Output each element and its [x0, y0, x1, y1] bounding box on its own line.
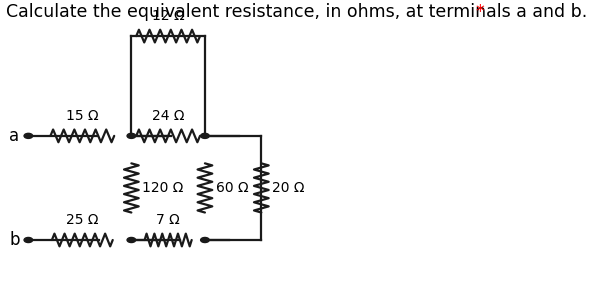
Text: 25 Ω: 25 Ω [66, 213, 98, 227]
Text: 20 Ω: 20 Ω [272, 181, 305, 195]
Text: 15 Ω: 15 Ω [66, 109, 98, 123]
Text: 7 Ω: 7 Ω [156, 213, 180, 227]
Text: Calculate the equivalent resistance, in ohms, at terminals a and b.: Calculate the equivalent resistance, in … [6, 3, 587, 21]
Circle shape [127, 237, 136, 243]
Circle shape [127, 133, 136, 138]
Text: 12 Ω: 12 Ω [152, 9, 184, 23]
Circle shape [201, 237, 209, 243]
Circle shape [201, 133, 209, 138]
Text: 24 Ω: 24 Ω [152, 109, 184, 123]
Text: 60 Ω: 60 Ω [216, 181, 248, 195]
Circle shape [24, 237, 33, 243]
Text: a: a [9, 127, 19, 145]
Text: *: * [475, 3, 485, 21]
Text: b: b [9, 231, 19, 249]
Circle shape [24, 133, 33, 138]
Text: 120 Ω: 120 Ω [142, 181, 184, 195]
